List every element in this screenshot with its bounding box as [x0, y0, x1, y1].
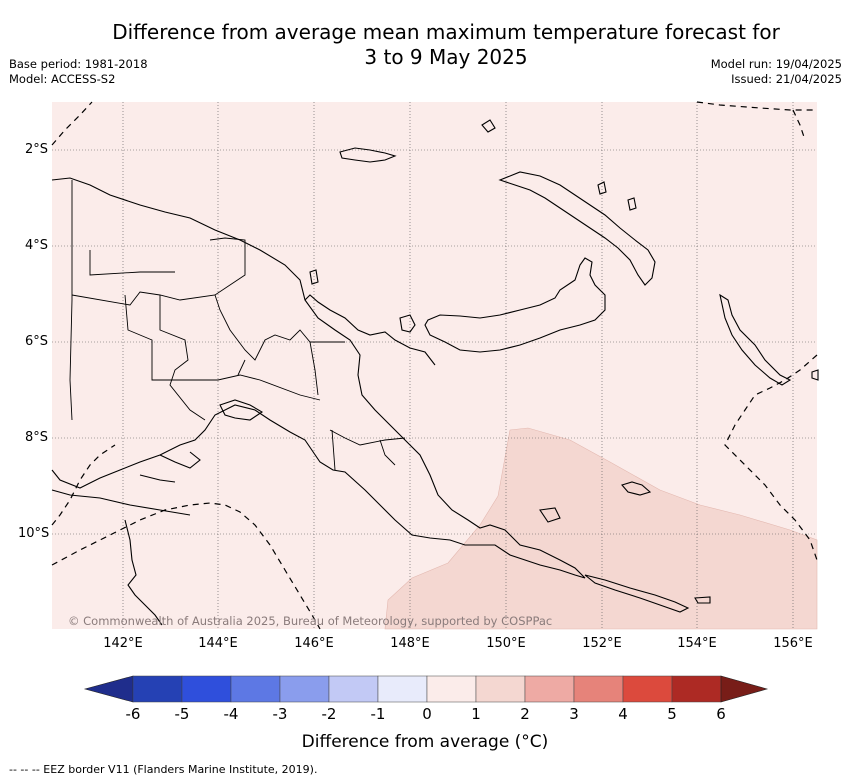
lon-label-148: 148°E — [390, 636, 430, 651]
colorbar-tick-label: 4 — [618, 705, 628, 723]
lon-label-146: 146°E — [294, 636, 334, 651]
lon-label-150: 150°E — [486, 636, 526, 651]
colorbar — [83, 675, 769, 703]
eez-borders — [51, 101, 818, 630]
colorbar-tick-label: 3 — [569, 705, 579, 723]
colorbar-tick-label: -2 — [321, 705, 337, 723]
colorbar-tick-label: -6 — [125, 705, 141, 723]
colorbar-tick-label: -5 — [174, 705, 190, 723]
lat-label-6s: 6°S — [24, 334, 48, 349]
colorbar-segment — [426, 675, 477, 703]
colorbar-segment — [181, 675, 232, 703]
title-line-1: Difference from average mean maximum tem… — [112, 20, 780, 44]
colorbar-tick-label: -3 — [272, 705, 288, 723]
lat-label-10s: 10°S — [18, 526, 50, 541]
colorbar-tick-label: 6 — [716, 705, 726, 723]
colorbar-tick-label: 1 — [471, 705, 481, 723]
colorbar-extend-high — [720, 675, 769, 703]
colorbar-tick-label: 5 — [667, 705, 677, 723]
colorbar-tick-label: -1 — [370, 705, 386, 723]
colorbar-segment — [279, 675, 330, 703]
colorbar-segment — [573, 675, 624, 703]
colorbar-tick-label: 2 — [520, 705, 530, 723]
copyright-text: © Commonwealth of Australia 2025, Bureau… — [68, 614, 553, 628]
colorbar-segment — [377, 675, 428, 703]
colorbar-segment — [132, 675, 183, 703]
graticule — [52, 102, 817, 629]
lat-label-4s: 4°S — [24, 238, 48, 253]
provincial-borders — [69, 180, 406, 471]
colorbar-segment — [230, 675, 281, 703]
eez-footnote: -- -- -- EEZ border V11 (Flanders Marine… — [9, 763, 318, 776]
lat-label-2s: 2°S — [24, 142, 48, 157]
colorbar-tick-label: 0 — [422, 705, 432, 723]
meta-left: Base period: 1981-2018 Model: ACCESS-S2 — [9, 57, 148, 87]
colorbar-segment — [328, 675, 379, 703]
lon-label-142: 142°E — [103, 636, 143, 651]
colorbar-segment — [524, 675, 575, 703]
lon-label-154: 154°E — [677, 636, 717, 651]
base-period: Base period: 1981-2018 — [9, 57, 148, 71]
lon-label-152: 152°E — [582, 636, 622, 651]
warm-band-region — [384, 427, 818, 630]
lat-label-8s: 8°S — [24, 430, 48, 445]
lon-label-156: 156°E — [773, 636, 813, 651]
meta-right: Model run: 19/04/2025 Issued: 21/04/2025 — [711, 57, 842, 87]
colorbar-extend-low — [83, 675, 134, 703]
map-title: Difference from average mean maximum tem… — [70, 20, 822, 70]
colorbar-tick-label: -4 — [223, 705, 239, 723]
model-run: Model run: 19/04/2025 — [710, 57, 842, 71]
colorbar-segment — [622, 675, 673, 703]
colorbar-segment — [475, 675, 526, 703]
issued-date: Issued: 21/04/2025 — [731, 72, 842, 86]
lon-label-144: 144°E — [198, 636, 238, 651]
title-line-2: 3 to 9 May 2025 — [364, 45, 528, 69]
colorbar-label: Difference from average (°C) — [301, 732, 549, 752]
colorbar-segment — [671, 675, 722, 703]
model-name: Model: ACCESS-S2 — [9, 72, 116, 86]
coastlines — [51, 119, 819, 626]
